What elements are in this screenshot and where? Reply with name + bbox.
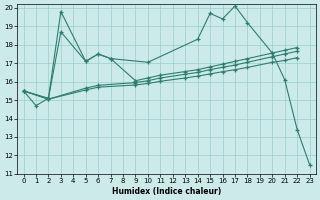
X-axis label: Humidex (Indice chaleur): Humidex (Indice chaleur) — [112, 187, 221, 196]
